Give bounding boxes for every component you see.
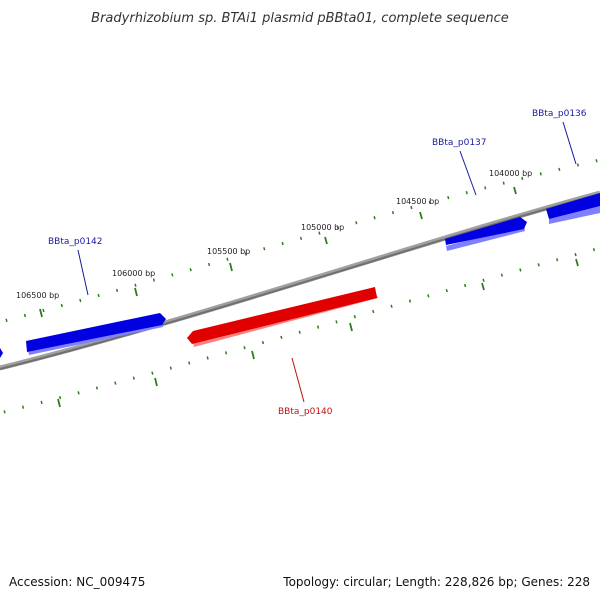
gene-label-bbta-p0142[interactable]: BBta_p0142 [48, 237, 103, 247]
gene-arrow [187, 287, 377, 344]
ruler-labels: 104000 bp 104500 bp 105000 bp 105500 bp … [16, 169, 532, 300]
major-tick [324, 236, 328, 245]
gene-bbta-p0140-feature[interactable] [187, 287, 378, 347]
gene-callouts [77, 121, 577, 403]
major-tick [39, 308, 43, 318]
gene-fragment [0, 348, 3, 358]
ruler-label: 104500 bp [396, 197, 439, 206]
gene-arrow [26, 313, 166, 352]
major-tick [419, 211, 423, 220]
major-tick [57, 398, 61, 408]
major-tick [481, 282, 485, 291]
callout-line [291, 357, 305, 403]
major-tick [134, 287, 138, 297]
major-tick [251, 350, 255, 360]
ruler-label: 104000 bp [489, 169, 532, 178]
gene-bbta-p0142-feature[interactable] [26, 313, 166, 355]
map-summary-label: Topology: circular; Length: 228,826 bp; … [282, 575, 590, 589]
gene-label-bbta-p0136[interactable]: BBta_p0136 [532, 109, 587, 119]
accession-label: Accession: NC_009475 [9, 575, 145, 589]
gene-bbta-p0136-feature[interactable] [546, 193, 600, 224]
major-tick [575, 258, 579, 267]
gene-label-bbta-p0140[interactable]: BBta_p0140 [278, 407, 333, 417]
ruler-label: 106000 bp [112, 269, 155, 278]
major-tick [513, 186, 517, 195]
gene-bbta-p0137-feature[interactable] [445, 217, 527, 251]
gene-arrow [546, 193, 600, 219]
outer-tick-ring [0, 158, 600, 324]
gene-labels: BBta_p0136 BBta_p0137 BBta_p0140 BBta_p0… [48, 109, 587, 417]
gene-label-bbta-p0137[interactable]: BBta_p0137 [432, 138, 487, 148]
ruler-label: 105000 bp [301, 223, 344, 232]
gene-arrow [549, 205, 600, 224]
major-tick [349, 322, 353, 332]
inner-major-ticks [57, 258, 579, 408]
plasmid-backbone-shade [0, 193, 600, 370]
map-title: Bradyrhizobium sp. BTAi1 plasmid pBBta01… [91, 11, 509, 26]
major-tick [154, 377, 158, 387]
major-tick [229, 262, 233, 272]
ruler-label: 106500 bp [16, 291, 59, 300]
gene-arrow [445, 217, 527, 245]
outer-major-ticks [39, 186, 517, 318]
callout-line [77, 249, 89, 296]
inner-tick-ring [0, 246, 600, 415]
ruler-label: 105500 bp [207, 247, 250, 256]
outer-minor-ticks [0, 158, 600, 324]
callout-line [459, 150, 477, 196]
callout-line [562, 121, 577, 165]
